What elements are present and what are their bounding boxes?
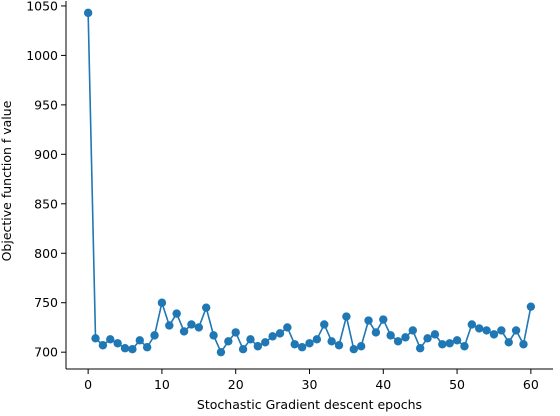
- data-point: [83, 8, 93, 18]
- data-point: [135, 336, 144, 345]
- data-point: [445, 339, 454, 348]
- data-point: [224, 337, 233, 346]
- data-point: [408, 326, 418, 335]
- x-tick-label: 50: [449, 377, 465, 392]
- data-point: [120, 344, 130, 353]
- y-tick-label: 1000: [26, 48, 58, 63]
- data-point: [157, 298, 167, 307]
- data-point: [246, 335, 255, 344]
- data-point: [113, 339, 122, 348]
- data-point: [268, 332, 277, 341]
- y-tick-label: 900: [34, 147, 58, 162]
- x-tick-label: 30: [302, 377, 318, 392]
- axes: 0 10 20 30 40 50 60 700 750 800 850 900 950 1000 1050: [26, 0, 553, 392]
- data-point: [349, 345, 358, 354]
- data-point: [91, 334, 100, 343]
- data-point: [386, 331, 395, 340]
- data-point: [423, 334, 432, 343]
- data-point: [467, 320, 477, 329]
- data-point: [209, 331, 218, 340]
- data-point: [179, 327, 189, 336]
- data-point: [297, 343, 307, 352]
- data-point: [334, 341, 344, 350]
- data-point: [460, 342, 469, 351]
- data-point: [489, 330, 499, 339]
- x-tick-label: 60: [523, 377, 539, 392]
- data-point: [275, 329, 285, 338]
- x-tick-label: 0: [84, 377, 92, 392]
- data-point: [371, 328, 381, 337]
- data-point: [201, 303, 211, 312]
- data-point: [401, 333, 410, 342]
- y-tick-label: 800: [34, 246, 58, 261]
- y-tick-label: 750: [34, 295, 58, 310]
- data-point: [187, 320, 196, 329]
- data-point: [415, 344, 425, 353]
- data-point: [253, 342, 263, 351]
- data-point: [283, 323, 292, 332]
- data-point: [106, 335, 115, 344]
- data-point: [142, 343, 152, 352]
- data-point: [519, 340, 528, 349]
- y-tick-label: 1050: [26, 0, 58, 13]
- data-point: [438, 340, 447, 349]
- data-point: [475, 324, 484, 333]
- data-point: [327, 337, 336, 346]
- data-point: [128, 345, 137, 354]
- data-point: [342, 312, 351, 321]
- data-point: [526, 302, 536, 311]
- x-axis-label: Stochastic Gradient descent epochs: [197, 397, 422, 412]
- data-point: [290, 340, 299, 349]
- data-point: [194, 323, 204, 332]
- data-point: [356, 342, 366, 351]
- series-layer: [83, 8, 536, 357]
- y-tick-label: 700: [34, 345, 58, 360]
- y-tick-label: 850: [34, 196, 58, 211]
- data-point: [231, 328, 240, 337]
- data-point: [305, 339, 314, 348]
- x-tick-label: 10: [154, 377, 170, 392]
- y-tick-label: 950: [34, 97, 58, 112]
- series-line: [87, 12, 532, 353]
- x-tick-label: 40: [375, 377, 391, 392]
- data-point: [393, 337, 403, 346]
- data-point: [452, 336, 462, 345]
- data-point: [312, 335, 322, 344]
- data-point: [238, 345, 248, 354]
- data-point: [497, 326, 506, 335]
- data-point: [430, 330, 440, 339]
- data-point: [98, 341, 108, 350]
- data-point: [320, 320, 329, 329]
- x-tick-label: 20: [228, 377, 244, 392]
- data-point: [172, 309, 181, 318]
- data-point: [379, 315, 388, 324]
- data-point: [261, 338, 270, 347]
- data-point: [482, 326, 491, 335]
- data-point: [165, 321, 174, 330]
- y-axis-label: Objective function f value: [0, 100, 14, 261]
- data-point: [511, 326, 521, 335]
- data-point: [364, 316, 373, 325]
- data-point: [216, 347, 226, 357]
- data-point: [150, 331, 159, 340]
- data-point: [504, 338, 513, 347]
